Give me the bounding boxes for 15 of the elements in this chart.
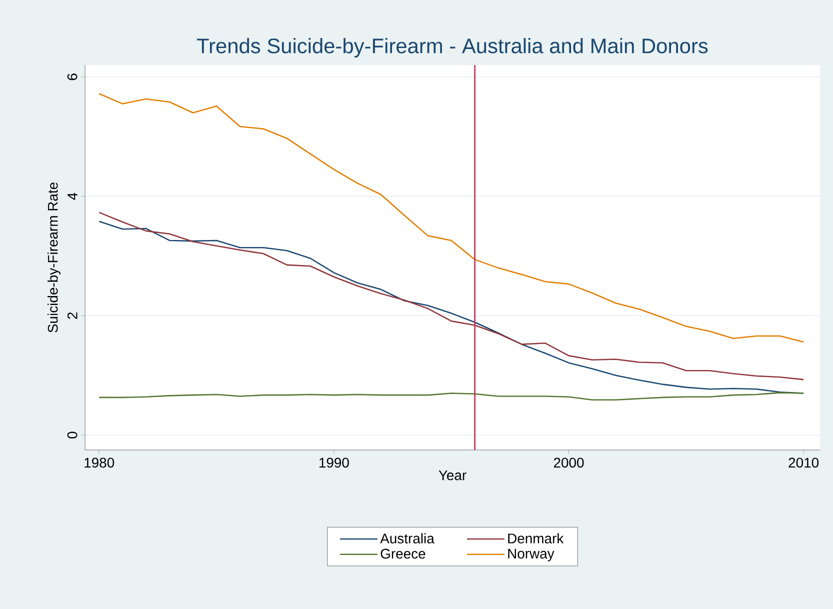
x-axis-title: Year (438, 470, 466, 480)
x-tick-label: 1990 (319, 458, 349, 468)
x-tick-label: 2000 (554, 458, 584, 468)
y-tick-label: 4 (68, 192, 78, 200)
y-tick-label: 2 (67, 312, 78, 319)
y-axis-title: Suicide-by-Firearm Rate (48, 182, 61, 332)
y-tick-label: 6 (67, 74, 78, 80)
chart-title: Trends Suicide-by-Firearm - Australia and Main Donors (196, 38, 708, 58)
y-tick-label: 0 (67, 432, 78, 438)
legend-label: Denmark (508, 533, 564, 544)
legend-label: Norway (508, 548, 554, 562)
x-tick-label: 2010 (788, 458, 819, 468)
legend-label: Greece (380, 548, 426, 559)
x-tick-label: 1980 (84, 458, 114, 468)
legend-label: Australia (380, 533, 434, 544)
